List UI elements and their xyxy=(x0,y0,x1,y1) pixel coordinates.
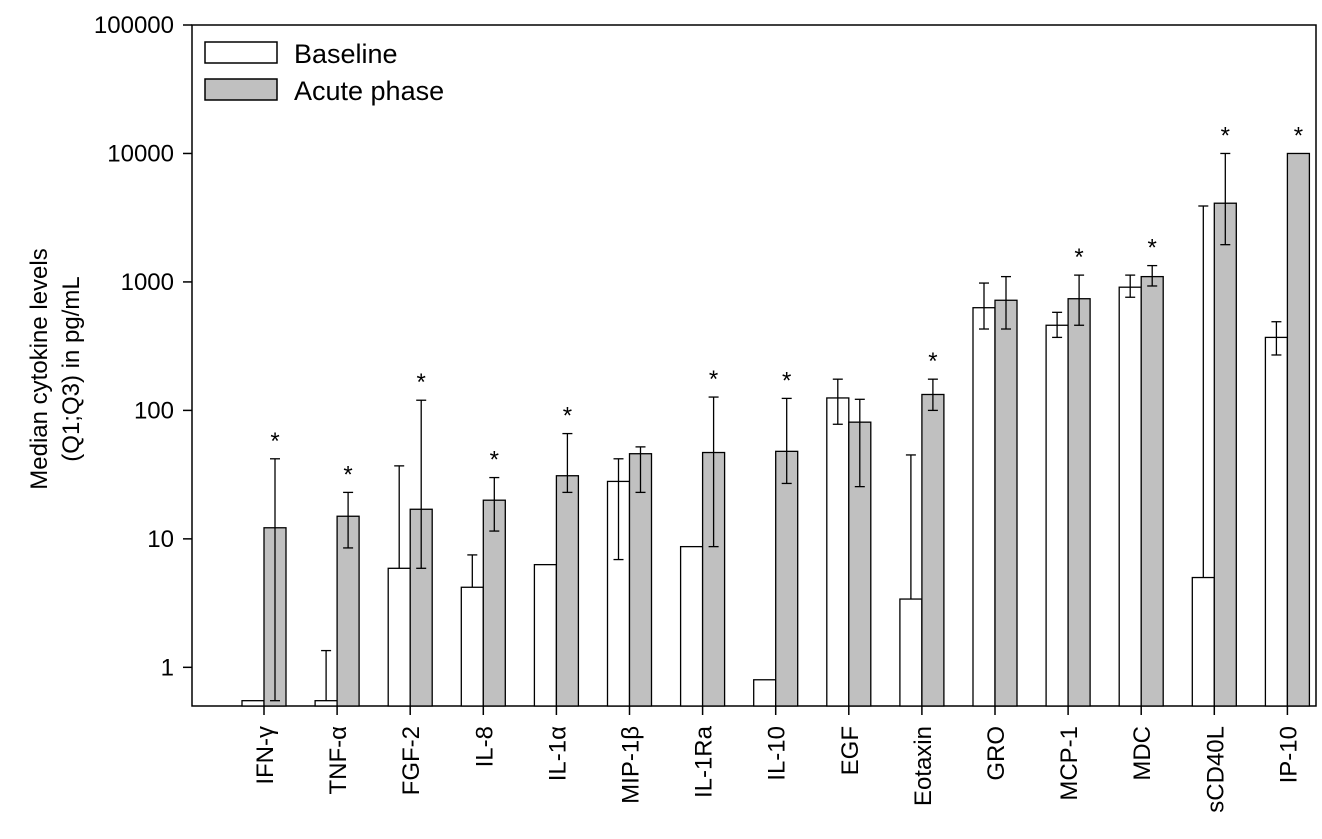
legend: Baseline Acute phase xyxy=(204,39,444,106)
bars xyxy=(241,152,1311,707)
legend-label-baseline: Baseline xyxy=(294,39,398,69)
bar-baseline-ifn xyxy=(241,700,265,707)
x-tick-label-tnf: TNF-α xyxy=(325,726,352,795)
y-axis-title-line2: (Q1;Q3) in pg/mL xyxy=(58,276,85,461)
legend-label-acute-phase: Acute phase xyxy=(294,76,444,106)
bar-baseline-mdc xyxy=(1118,286,1142,707)
significance-star-ifn: * xyxy=(270,428,279,455)
bar-acute-phase-il-10 xyxy=(775,450,799,707)
significance-star-fgf-2: * xyxy=(417,369,426,396)
x-tick-label-mdc: MDC xyxy=(1129,726,1156,781)
bar-baseline-il-1 xyxy=(533,563,558,707)
significance-star-ip-10: * xyxy=(1294,122,1303,149)
legend-swatch-baseline xyxy=(204,41,278,64)
bar-baseline-il-10 xyxy=(753,679,777,707)
bar-baseline-tnf xyxy=(314,700,338,707)
x-tick-label-ifn: IFN-γ xyxy=(252,726,279,785)
x-tick-label-scd40l: sCD40L xyxy=(1202,726,1229,813)
bar-baseline-eotaxin xyxy=(899,598,923,707)
y-tick-label: 1 xyxy=(161,654,174,681)
y-tick-label: 100 xyxy=(134,397,174,424)
bar-acute-phase-eotaxin xyxy=(921,393,945,707)
bar-baseline-il-1ra xyxy=(679,545,704,707)
x-tick-label-mip-1: MIP-1β xyxy=(618,726,645,804)
bar-baseline-mcp-1 xyxy=(1045,324,1069,707)
significance-star-tnf: * xyxy=(343,461,352,488)
x-tick-label-gro: GRO xyxy=(983,726,1010,781)
y-tick-label: 1000 xyxy=(121,269,174,296)
bar-baseline-fgf-2 xyxy=(387,567,411,707)
bar-baseline-gro xyxy=(972,307,996,707)
y-axis-title-line1: Median cytokine levels xyxy=(26,248,53,489)
y-tick-label: 100000 xyxy=(94,12,174,39)
significance-star-mcp-1: * xyxy=(1074,244,1083,271)
error-bars xyxy=(270,152,1282,702)
bar-acute-phase-gro xyxy=(994,299,1018,707)
significance-star-mdc: * xyxy=(1148,235,1157,262)
significance-markers: * * * * * * * * * * * * xyxy=(270,122,1303,488)
significance-star-il-1ra: * xyxy=(709,366,718,393)
bar-baseline-il-8 xyxy=(460,586,484,707)
bar-baseline-ip-10 xyxy=(1264,336,1289,707)
x-tick-label-ip-10: IP-10 xyxy=(1275,726,1302,783)
x-tick-label-egf: EGF xyxy=(837,726,864,775)
x-tick-label-il-10: IL-10 xyxy=(764,726,791,781)
significance-star-eotaxin: * xyxy=(928,348,937,375)
bar-baseline-egf xyxy=(826,397,850,707)
bar-acute-phase-mcp-1 xyxy=(1067,298,1091,707)
bar-baseline-scd40l xyxy=(1191,576,1215,707)
x-tick-label-mcp-1: MCP-1 xyxy=(1056,726,1083,801)
bar-acute-phase-mdc xyxy=(1140,275,1164,707)
y-tick-label: 10 xyxy=(147,526,174,553)
significance-star-il-10: * xyxy=(782,367,791,394)
x-tick-label-eotaxin: Eotaxin xyxy=(910,726,937,806)
bar-acute-phase-ip-10 xyxy=(1286,152,1311,707)
y-axis: 1 10 100 1000 10000 100000 xyxy=(94,12,192,681)
x-tick-label-fgf-2: FGF-2 xyxy=(398,726,425,795)
significance-star-il-8: * xyxy=(490,447,499,474)
bar-acute-phase-scd40l xyxy=(1213,202,1237,707)
x-axis: IFN-γ TNF-α FGF-2 IL-8 IL-1α MIP-1β IL-1Ra IL-1… xyxy=(252,706,1302,813)
bar-acute-phase-il-1 xyxy=(555,475,580,707)
x-tick-label-il-8: IL-8 xyxy=(471,726,498,767)
legend-swatch-acute-phase xyxy=(204,78,278,101)
significance-star-scd40l: * xyxy=(1221,122,1230,149)
x-tick-label-il-1ra: IL-1Ra xyxy=(691,725,718,798)
y-tick-label: 10000 xyxy=(107,140,174,167)
x-tick-label-il-1: IL-1α xyxy=(544,726,571,781)
significance-star-il-1: * xyxy=(563,403,572,430)
